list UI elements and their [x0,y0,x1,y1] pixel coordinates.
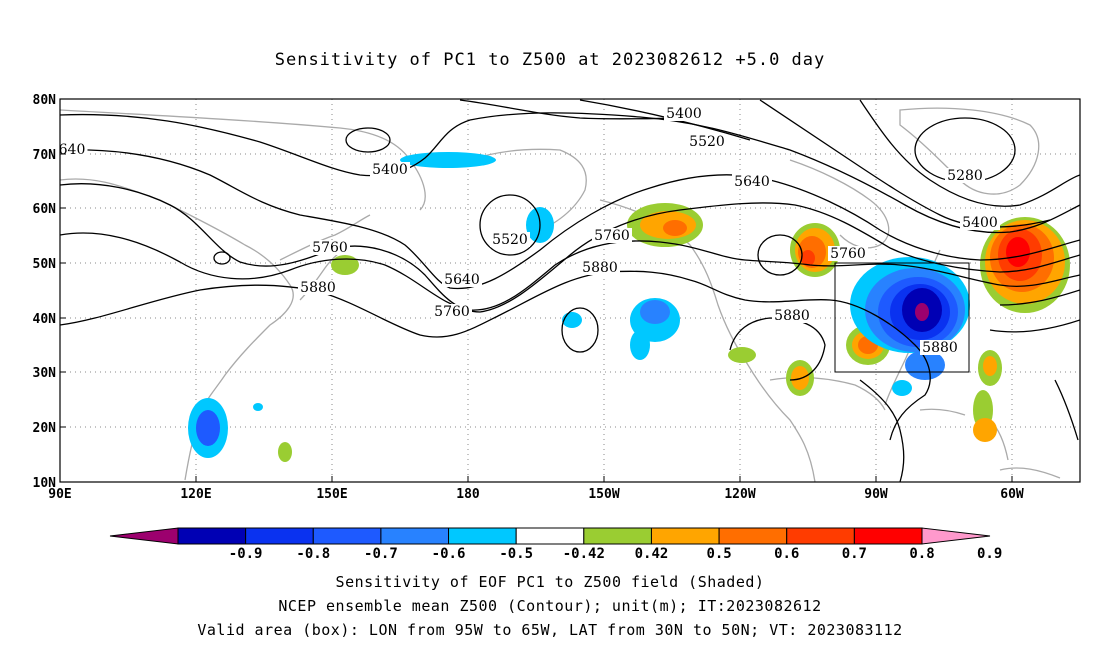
valid-area-box [834,262,970,373]
contour-label: 5400 [666,106,702,122]
contour-label: 5280 [947,168,983,184]
colorbar-label: 0.42 [635,546,669,562]
colorbar-label: 0.8 [909,546,934,562]
contour-label-bg [664,106,704,121]
colorbar-swatch [853,527,923,545]
colorbar-swatch [312,527,382,545]
lon-label: 150W [588,487,619,502]
colorbar-label: -0.9 [229,546,263,562]
lat-label: 80N [33,93,57,108]
caption-line-2: NCEP ensemble mean Z500 (Contour); unit(… [278,597,822,615]
lat-label: 30N [33,366,57,381]
lon-label: 60W [1000,487,1024,502]
contour-label-bg [960,215,1000,230]
colorbar-swatch [380,527,450,545]
contour-label: 5760 [830,246,866,262]
contour-label-bg [310,240,350,255]
caption-line-3: Valid area (box): LON from 95W to 65W, L… [197,621,903,639]
colorbar-label: 0.5 [706,546,731,562]
map-title: Sensitivity of PC1 to Z500 at 2023082612… [274,50,826,70]
lat-label: 40N [33,312,57,327]
colorbar-label: 0.6 [774,546,799,562]
contour-label-bg [298,280,338,295]
ticks [60,98,1013,482]
contour-label: 5640 [444,272,480,288]
contour-label-bg [732,174,772,189]
contour-label: 5880 [922,340,958,356]
contour-label-bg [772,308,812,323]
contour-label: 5520 [492,232,528,248]
contour-label-bg [945,168,985,183]
contour-label-bg [828,246,868,261]
colorbar-swatch [177,527,247,545]
contour-label-bg [432,304,472,319]
lon-label: 90E [48,487,71,502]
colorbar-extend-high [921,527,991,545]
lat-labels: 80N 70N 60N 50N 40N 30N 20N 10N [33,93,57,491]
lat-label: 10N [33,476,57,491]
contour-label: 5880 [774,308,810,324]
contour-label-bg [442,272,482,287]
lat-label: 50N [33,257,57,272]
lat-label: 20N [33,421,57,436]
contour-label-bg [580,260,620,275]
contour-label-bg [56,142,88,157]
contour-label: 5640 [734,174,770,190]
contour-label: 5880 [300,280,336,296]
colorbar-label: -0.6 [432,546,466,562]
colorbar-swatch [448,527,517,545]
lon-label: 120E [180,487,211,502]
lon-label: 150E [316,487,347,502]
shade-positive-japan [331,255,359,275]
contour-label-bg [687,134,727,149]
colorbar: -0.9 -0.8 -0.7 -0.6 -0.5 -0.42 0.42 0.5 0.6 0.7 0.… [109,527,1002,562]
colorbar-label: -0.5 [499,546,533,562]
lon-label: 90W [864,487,888,502]
contour-label: 5760 [312,240,348,256]
colorbar-swatch [786,527,855,545]
contour-label-bg [920,340,960,355]
colorbar-swatch [515,527,585,545]
colorbar-label: -0.8 [296,546,330,562]
shade-negative-central-pacific [562,312,582,328]
contour-label: 640 [59,142,86,158]
contour-labels: 5400 5520 5640 5760 5880 5280 5400 5400 5520 5640… [56,106,1000,356]
colorbar-swatch [583,527,652,545]
contour-label-bg [592,228,632,243]
colorbar-extend-low [109,527,179,545]
contour-label-bg [370,162,410,177]
contour-label: 5880 [582,260,618,276]
colorbar-label: -0.7 [364,546,398,562]
contour-label-bg [490,232,530,247]
lat-label: 70N [33,148,57,163]
colorbar-label: 0.9 [977,546,1002,562]
contour-label: 5520 [689,134,725,150]
colorbar-swatch [245,527,314,545]
caption-line-1: Sensitivity of EOF PC1 to Z500 field (Sh… [335,573,765,591]
colorbar-swatch [718,527,788,545]
contour-label: 5760 [594,228,630,244]
sensitivity-shading [188,152,1070,462]
colorbar-label: -0.42 [563,546,605,562]
lon-label: 180 [456,487,480,502]
lon-labels: 90E 120E 150E 180 150W 120W 90W 60W [48,487,1024,502]
contour-label: 5760 [434,304,470,320]
map-border [59,98,1081,483]
colorbar-swatch [650,527,720,545]
contour-label: 5400 [962,215,998,231]
colorbar-label: 0.7 [842,546,867,562]
lat-label: 60N [33,202,57,217]
shade-negative-north-pacific [400,152,496,168]
lon-label: 120W [724,487,755,502]
contour-label: 5400 [372,162,408,178]
